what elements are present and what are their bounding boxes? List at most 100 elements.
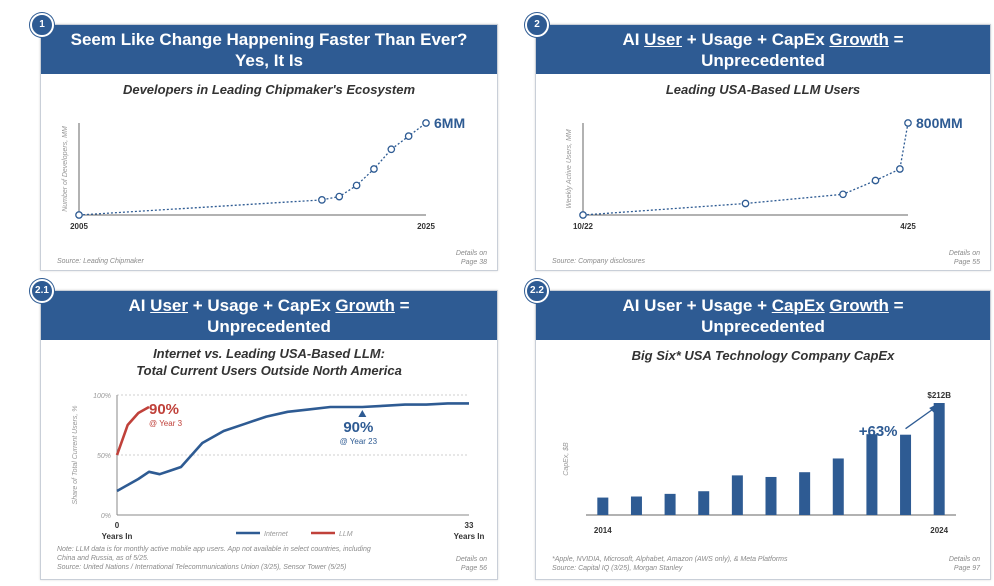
y-tick-label: 50% (97, 453, 111, 460)
panel-2-2-subtitle: Big Six* USA Technology Company CapEx (631, 348, 895, 363)
top-value-label: $212B (927, 391, 951, 400)
x-tick-start: 10/22 (573, 222, 594, 231)
data-point (741, 199, 750, 208)
panel-2-1-title-user: User (150, 295, 188, 315)
data-point (75, 211, 83, 219)
panel-2-details: Details on Page 55 (949, 249, 980, 267)
panel-2-2-title-p1: AI User + Usage + (622, 295, 772, 315)
x-tick-end: 2025 (417, 222, 435, 231)
growth-label: +63% (859, 423, 898, 440)
badge-2: 2 (525, 13, 549, 37)
data-point (370, 165, 378, 173)
data-point (352, 181, 361, 190)
panel-2-title-p2: + Usage + CapEx (681, 29, 830, 49)
panel-2: AI User + Usage + CapEx Growth = Unprece… (535, 24, 991, 271)
bar-2017 (698, 491, 710, 515)
panel-2-2-footnote: *Apple, NVIDIA, Microsoft, Alphabet, Ama… (552, 555, 788, 573)
annotation-llm-sub: @ Year 3 (149, 419, 183, 428)
panel-2-title-p3: = (888, 29, 904, 49)
panel-2-2-title-capex: CapEx (771, 295, 825, 315)
panel-1-header: Seem Like Change Happening Faster Than E… (41, 25, 497, 74)
series-line-llm (115, 405, 150, 456)
data-point (904, 119, 912, 127)
y-axis-label: Weekly Active Users, MM (566, 129, 573, 209)
panel-2-title-user: User (644, 29, 682, 49)
panel-2-1-header: AI User + Usage + CapEx Growth = Unprece… (41, 291, 497, 340)
bar-2014 (597, 497, 609, 515)
bar-2018 (731, 475, 743, 515)
panel-2-title-p1: AI (622, 29, 645, 49)
panel-2-1-title-line2: Unprecedented (207, 316, 331, 336)
x-tick-start-sub: Years In (102, 532, 133, 541)
panel-1-subtitle: Developers in Leading Chipmaker's Ecosys… (122, 82, 416, 97)
series-line-internet (116, 402, 469, 493)
chart-internet-vs-llm: 100% 50% 0% Share of Total Current Users, %… (72, 393, 485, 541)
panel-2-1-footnote: Note: LLM data is for monthly active mob… (57, 545, 371, 572)
panel-2-2-title-growth: Growth (829, 295, 889, 315)
panel-2-2-details: Details on Page 97 (949, 555, 980, 573)
panel-1-title-line1: Seem Like Change Happening Faster Than E… (70, 29, 468, 49)
panel-2-header: AI User + Usage + CapEx Growth = Unprece… (536, 25, 990, 74)
panel-2-2-title-line2: Unprecedented (701, 316, 825, 336)
panel-1-footnote: Source: Leading Chipmaker (57, 258, 144, 265)
panel-2-2-footnote-line2: Source: Capital IQ (3/25), Morgan Stanle… (552, 565, 683, 572)
end-value-label: 800MM (916, 115, 963, 131)
x-tick-end-sub: Years In (454, 532, 485, 541)
panel-2-1: AI User + Usage + CapEx Growth = Unprece… (40, 290, 498, 580)
panel-2-2-header: AI User + Usage + CapEx Growth = Unprece… (536, 291, 990, 340)
data-point (404, 132, 413, 140)
chart-capex: CapEx, $B 2014 2024 $212B +63% (563, 391, 956, 535)
growth-arrow-head (929, 405, 936, 413)
data-point (839, 190, 847, 199)
y-tick-label: 100% (93, 393, 111, 400)
panel-2-1-subtitle-1: Internet vs. Leading USA-Based LLM: (153, 346, 385, 361)
legend-label: Internet (264, 531, 289, 538)
panel-2-title-growth: Growth (829, 29, 889, 49)
data-point (318, 196, 326, 204)
annotation-internet-value: 90% (343, 419, 373, 436)
annotation-llm-value: 90% (149, 401, 179, 418)
x-tick-end: 2024 (930, 526, 948, 535)
data-point (387, 145, 396, 154)
badge-2-2: 2.2 (525, 279, 549, 303)
bar-2015 (630, 496, 642, 515)
panel-2-title-line1: AI User + Usage + CapEx Growth = (536, 29, 990, 50)
badge-2-1: 2.1 (30, 279, 54, 303)
legend-label: LLM (339, 531, 353, 538)
panel-2-1-details-line2: Page 56 (460, 565, 487, 572)
y-tick-label: 0% (101, 513, 111, 520)
data-point (896, 165, 904, 173)
panel-1-details-line1: Details on (455, 250, 487, 257)
x-tick-start: 2014 (594, 526, 612, 535)
panel-2-1-title-p3: = (394, 295, 410, 315)
bar-2016 (664, 493, 676, 515)
chart-developers: Number of Developers, MM 2005 2025 6MM (62, 115, 465, 231)
panel-2-1-footnote-line1: Note: LLM data is for monthly active mob… (57, 546, 371, 553)
x-tick-end: 4/25 (900, 222, 916, 231)
x-tick-start: 0 (115, 521, 120, 530)
y-axis-label: Share of Total Current Users, % (72, 406, 79, 505)
badge-1: 1 (30, 13, 54, 37)
panel-2-1-details: Details on Page 56 (456, 555, 487, 573)
annotation-arrow (358, 410, 367, 417)
panel-2-1-title-growth: Growth (335, 295, 395, 315)
data-point (579, 211, 587, 219)
x-tick-end: 33 (465, 521, 474, 530)
bar-2024 (933, 403, 945, 515)
data-point (335, 192, 344, 201)
bar-2021 (832, 458, 844, 515)
panel-2-details-line1: Details on (948, 250, 980, 257)
panel-2-title-line2: Unprecedented (701, 50, 825, 70)
panel-2-1-title-p1: AI (128, 295, 151, 315)
panel-2-2-details-line2: Page 97 (953, 565, 980, 572)
panel-2-2-title-p3: = (888, 295, 904, 315)
bar-2019 (765, 476, 777, 515)
data-point (422, 119, 430, 127)
y-axis-label: CapEx, $B (563, 442, 570, 476)
panel-2-1-subtitle-2: Total Current Users Outside North Americ… (136, 363, 402, 378)
x-tick-start: 2005 (70, 222, 88, 231)
panel-2-1-footnote-line2: China and Russia, as of 5/25. (57, 555, 149, 562)
panel-2-2-title-line1: AI User + Usage + CapEx Growth = (536, 295, 990, 316)
panel-2-details-line2: Page 55 (953, 259, 980, 266)
growth-arrow-line (905, 408, 934, 430)
